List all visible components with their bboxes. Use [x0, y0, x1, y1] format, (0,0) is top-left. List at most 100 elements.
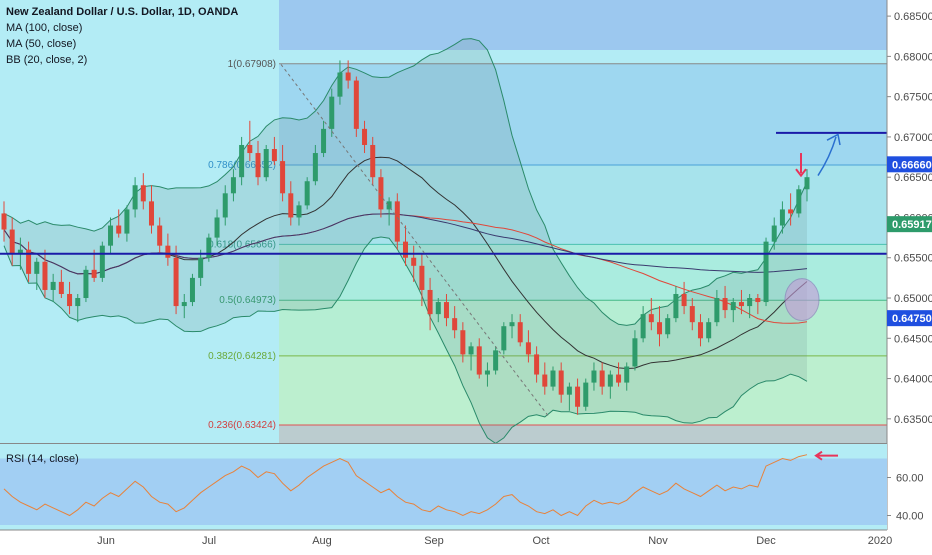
- chart-title: New Zealand Dollar / U.S. Dollar, 1D, OA…: [6, 6, 238, 18]
- time-tick-label: Jul: [202, 535, 216, 547]
- candle-body: [9, 229, 15, 254]
- candlesticks: [1, 60, 810, 415]
- price-tick-label: 0.67000: [894, 132, 932, 144]
- candle-body: [140, 185, 146, 202]
- candle-body: [583, 382, 589, 407]
- price-tick-label: 0.65000: [894, 293, 932, 305]
- candle-body: [566, 386, 572, 395]
- candle-body: [116, 225, 122, 234]
- candle-body: [181, 302, 187, 307]
- candle-body: [616, 374, 622, 383]
- candle-body: [132, 185, 138, 210]
- rsi-tick-label: 40.00: [896, 511, 924, 523]
- candle-body: [230, 177, 236, 194]
- candle-body: [83, 269, 89, 299]
- rsi-pane: 60.00 40.00: [0, 443, 924, 530]
- fib-label: 0.236(0.63424): [208, 420, 276, 431]
- candle-body: [312, 153, 318, 182]
- time-tick-label: Jun: [97, 535, 115, 547]
- time-tick-label: Sep: [424, 535, 444, 547]
- time-axis[interactable]: Jun Jul Aug Sep Oct Nov Dec 2020: [0, 529, 932, 550]
- price-tick-label: 0.68500: [894, 11, 932, 23]
- candle-body: [632, 338, 638, 367]
- ma100-line: [3, 213, 808, 275]
- candle-body: [730, 302, 736, 311]
- candle-body: [501, 326, 507, 351]
- price-label-bg: [887, 216, 932, 233]
- candle-body: [591, 370, 597, 383]
- highlight-ellipse: [784, 278, 820, 322]
- candle-body: [353, 80, 359, 129]
- candle-body: [165, 245, 171, 258]
- candle-body: [296, 205, 302, 218]
- candle-body: [411, 257, 417, 266]
- candle-body: [239, 144, 245, 178]
- candle-body: [657, 322, 663, 335]
- arrow-down-icon-head: [795, 168, 807, 178]
- price-axis[interactable]: 0.685000.680000.675000.670000.665000.660…: [886, 0, 932, 550]
- price-tick-label: 0.63500: [894, 414, 932, 426]
- time-tick-label: 2020: [868, 535, 892, 547]
- candle-body: [247, 144, 253, 154]
- fib-zone: [279, 63, 887, 165]
- price-axis-bg: [887, 0, 932, 550]
- candle-body: [288, 193, 294, 218]
- time-tick-label: Oct: [532, 535, 549, 547]
- fib-label: 0.618(0.65666): [208, 239, 276, 250]
- rsi-title: RSI (14, close): [6, 453, 79, 465]
- candle-body: [779, 209, 785, 226]
- candle-body: [42, 261, 48, 290]
- candle-body: [394, 201, 400, 242]
- candle-body: [509, 322, 515, 327]
- candle-body: [173, 257, 179, 307]
- bb-upper: [3, 38, 808, 326]
- candle-body: [738, 302, 744, 307]
- time-tick-label: Aug: [312, 535, 332, 547]
- candle-body: [435, 302, 441, 315]
- candle-body: [75, 298, 81, 307]
- indicator-ma50: MA (50, close): [6, 38, 76, 50]
- candle-body: [386, 201, 392, 210]
- candle-body: [706, 322, 712, 339]
- candle-body: [493, 350, 499, 371]
- candle-body: [648, 314, 654, 323]
- candle-body: [222, 193, 228, 218]
- price-label: 0.66660: [892, 159, 932, 171]
- candle-body: [722, 298, 728, 311]
- candle-body: [329, 96, 335, 129]
- fib-label: 0.5(0.64973): [219, 295, 276, 306]
- candle-body: [484, 370, 490, 375]
- fib-label: 0.382(0.64281): [208, 351, 276, 362]
- time-tick-label: Dec: [756, 535, 776, 547]
- candle-body: [124, 209, 130, 234]
- price-label-bg: [887, 156, 932, 173]
- price-tick-label: 0.65500: [894, 253, 932, 265]
- candle-body: [542, 374, 548, 387]
- rsi-line: [3, 454, 808, 517]
- price-label: 0.65917: [892, 219, 932, 231]
- candle-body: [1, 213, 7, 230]
- fib-zone: [279, 300, 887, 356]
- candle-body: [771, 225, 777, 242]
- candle-body: [403, 241, 408, 258]
- candle-body: [148, 201, 154, 226]
- price-label: 0.64750: [892, 313, 932, 325]
- candle-body: [747, 298, 753, 307]
- rsi-band: [0, 458, 887, 525]
- candle-body: [714, 298, 720, 323]
- candle-body: [599, 370, 605, 387]
- candle-body: [804, 177, 810, 190]
- candle-body: [91, 269, 97, 278]
- annotations: [0, 64, 887, 416]
- candle-body: [345, 72, 351, 81]
- candle-body: [26, 249, 32, 274]
- candle-body: [427, 289, 433, 315]
- price-tick-label: 0.67500: [894, 92, 932, 104]
- arrow-up-icon-head: [826, 133, 841, 146]
- rsi-tick-label: 60.00: [896, 473, 924, 485]
- candle-body: [476, 346, 482, 375]
- candle-body: [796, 189, 802, 214]
- price-tick-label: 0.68000: [894, 51, 932, 63]
